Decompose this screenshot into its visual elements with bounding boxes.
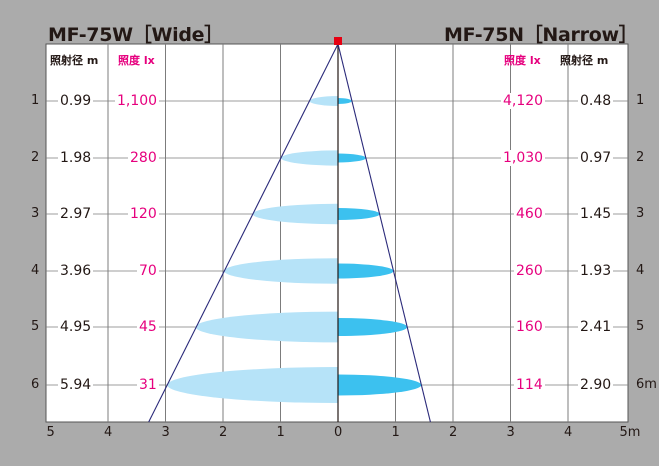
wide-lux-value: 120	[128, 206, 159, 222]
narrow-lux-value: 1,030	[501, 150, 546, 166]
narrow-depth-label: 1	[636, 93, 645, 108]
narrow-lux-value: 4,120	[501, 93, 546, 109]
narrow-beam-ellipse	[338, 374, 422, 396]
wide-lux-header: 照度 lx	[118, 54, 155, 67]
narrow-diameter-header: 照射径 m	[560, 54, 609, 67]
x-axis-tick-label: 5m	[619, 425, 641, 440]
narrow-diameter-value: 1.93	[578, 263, 614, 279]
x-axis-tick-label: 1	[391, 425, 400, 440]
wide-depth-label: 5	[31, 319, 40, 334]
wide-depth-label: 3	[31, 206, 40, 221]
wide-diameter-value: 1.98	[58, 150, 94, 166]
x-axis-tick-label: 2	[449, 425, 458, 440]
x-axis-tick-label: 4	[564, 425, 573, 440]
narrow-lux-value: 160	[514, 319, 545, 335]
wide-diameter-header: 照射径 m	[50, 54, 99, 67]
narrow-lux-value: 460	[514, 206, 545, 222]
x-axis-tick-label: 4	[104, 425, 113, 440]
x-axis-tick-label: 5	[46, 425, 55, 440]
wide-beam-ellipse	[309, 96, 338, 106]
narrow-lux-header: 照度 lx	[504, 54, 541, 67]
narrow-beam-edge-line	[337, 43, 431, 423]
wide-depth-label: 4	[31, 263, 40, 278]
wide-lux-value: 1,100	[115, 93, 160, 109]
wide-depth-label: 6	[31, 377, 40, 392]
x-axis-tick-label: 2	[219, 425, 228, 440]
wide-diameter-value: 2.97	[58, 206, 94, 222]
wide-title: MF-75W［Wide］	[48, 24, 223, 46]
wide-diameter-value: 5.94	[58, 377, 94, 393]
x-axis-tick-label: 1	[276, 425, 285, 440]
narrow-beam-ellipse	[338, 263, 394, 279]
narrow-lux-value: 260	[514, 263, 545, 279]
wide-beam-ellipse	[224, 258, 338, 284]
narrow-depth-label: 3	[636, 206, 645, 221]
wide-diameter-value: 4.95	[58, 319, 94, 335]
narrow-title: MF-75N［Narrow］	[444, 24, 638, 46]
narrow-depth-label: 4	[636, 263, 645, 278]
light-source-marker	[334, 37, 342, 45]
wide-beam-ellipse	[195, 311, 338, 343]
narrow-diameter-value: 2.90	[578, 377, 614, 393]
wide-lux-value: 70	[137, 263, 159, 279]
wide-beam-edge-line	[148, 43, 339, 423]
wide-beam-ellipse	[167, 367, 338, 403]
narrow-beam-ellipse	[338, 208, 380, 220]
narrow-diameter-value: 0.97	[578, 150, 614, 166]
narrow-depth-label: 6m	[636, 377, 657, 392]
x-axis-tick-label: 0	[334, 425, 343, 440]
x-axis-tick-label: 3	[161, 425, 170, 440]
wide-depth-label: 1	[31, 93, 40, 108]
narrow-diameter-value: 1.45	[578, 206, 614, 222]
wide-diameter-value: 3.96	[58, 263, 94, 279]
wide-lux-value: 280	[128, 150, 159, 166]
narrow-diameter-value: 2.41	[578, 319, 614, 335]
wide-beam-ellipse	[281, 150, 338, 166]
wide-diameter-value: 0.99	[58, 93, 94, 109]
narrow-beam-ellipse	[338, 153, 366, 163]
narrow-beam-ellipse	[338, 318, 408, 336]
narrow-depth-label: 2	[636, 150, 645, 165]
wide-depth-label: 2	[31, 150, 40, 165]
narrow-diameter-value: 0.48	[578, 93, 614, 109]
narrow-lux-value: 114	[514, 377, 545, 393]
x-axis-tick-label: 3	[506, 425, 515, 440]
wide-lux-value: 31	[137, 377, 159, 393]
wide-lux-value: 45	[137, 319, 159, 335]
wide-beam-ellipse	[252, 203, 338, 225]
narrow-beam-ellipse	[338, 98, 352, 104]
narrow-depth-label: 5	[636, 319, 645, 334]
